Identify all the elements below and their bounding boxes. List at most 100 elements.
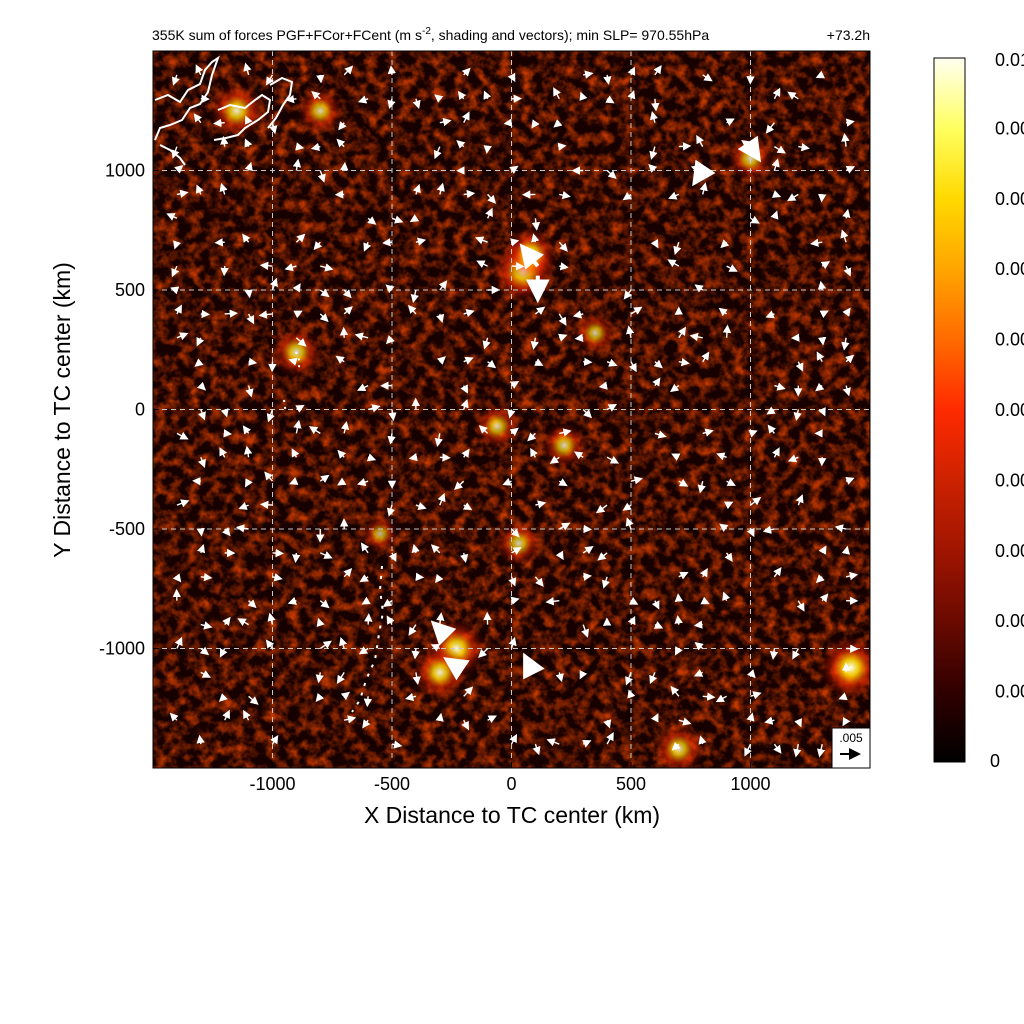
force-vector	[582, 546, 594, 555]
force-vector	[630, 306, 643, 315]
force-vector	[388, 409, 397, 422]
force-vector	[478, 648, 489, 658]
force-vector	[771, 190, 782, 198]
force-vector	[606, 169, 617, 179]
force-vector	[319, 288, 330, 298]
force-vector	[292, 283, 301, 293]
force-vector	[667, 259, 680, 268]
colorbar-tick-label: 0.002	[995, 611, 1024, 631]
force-vector	[311, 90, 321, 100]
force-vector	[694, 642, 704, 651]
force-vector	[411, 648, 420, 660]
force-vector	[843, 265, 852, 277]
force-vector	[461, 448, 470, 458]
force-vector	[219, 648, 228, 658]
force-vector	[693, 669, 704, 677]
force-vector	[198, 457, 206, 469]
force-vector	[842, 716, 851, 727]
force-vector	[510, 596, 520, 605]
force-vector	[503, 118, 513, 127]
force-vector	[335, 355, 345, 364]
force-vector	[817, 280, 827, 291]
force-vector	[461, 67, 471, 77]
force-vector	[356, 383, 369, 392]
force-vector	[486, 359, 497, 369]
force-vector	[697, 481, 706, 494]
force-vector	[269, 122, 278, 135]
force-vector	[677, 326, 686, 339]
force-vector	[196, 734, 205, 745]
force-vector	[507, 72, 516, 83]
force-vector	[509, 380, 520, 389]
colorbar-tick-label: 0.003	[995, 541, 1024, 561]
force-vector	[388, 552, 397, 562]
force-vector	[546, 738, 560, 747]
force-vector	[531, 119, 540, 129]
force-vector	[337, 449, 347, 459]
force-vector	[765, 310, 775, 319]
force-vector	[817, 336, 827, 346]
force-vector	[583, 357, 593, 366]
force-vector	[583, 70, 594, 79]
force-vector	[772, 87, 781, 100]
force-vector	[415, 502, 427, 510]
hotspot-mark	[574, 312, 617, 355]
force-vector	[361, 596, 371, 605]
force-vector	[197, 381, 207, 391]
force-vector	[367, 216, 377, 225]
force-vector	[359, 574, 369, 583]
force-vector	[245, 385, 254, 398]
force-vector	[773, 566, 782, 578]
force-vector	[559, 190, 571, 200]
force-vector	[787, 454, 799, 463]
force-vector	[366, 453, 377, 462]
force-vector	[810, 238, 823, 247]
forecast-time-label: +73.2h	[827, 27, 870, 43]
force-vector	[460, 384, 469, 394]
force-vector	[796, 600, 805, 612]
force-vector	[750, 691, 762, 700]
force-vector	[357, 95, 369, 104]
force-vector	[200, 670, 211, 678]
force-vector	[436, 356, 446, 365]
force-vector	[764, 716, 775, 725]
force-vector	[174, 164, 184, 174]
force-vector	[170, 286, 180, 295]
force-vector	[195, 64, 204, 76]
force-vector	[219, 447, 228, 458]
force-vector	[295, 337, 307, 347]
force-vector	[248, 357, 258, 366]
force-vector	[487, 715, 497, 724]
force-vector	[545, 597, 560, 606]
force-vector	[649, 111, 659, 123]
force-vector	[553, 87, 561, 100]
force-vector	[238, 502, 249, 510]
force-vector	[702, 692, 716, 701]
force-vector	[315, 672, 324, 684]
force-vector	[200, 572, 213, 582]
force-vector	[339, 636, 348, 649]
force-vector	[340, 161, 349, 171]
force-vector	[243, 709, 251, 721]
force-vector	[581, 624, 590, 638]
force-vector	[818, 545, 827, 555]
force-vector	[219, 182, 228, 195]
force-vector	[530, 337, 539, 350]
force-vector	[700, 596, 710, 605]
force-vector	[243, 62, 252, 76]
force-vector	[834, 524, 847, 533]
force-vector	[438, 280, 448, 291]
coastline	[154, 55, 385, 713]
force-vector	[320, 551, 333, 559]
force-vector	[310, 142, 321, 151]
force-vector	[387, 65, 397, 75]
force-vector	[412, 183, 421, 195]
force-vector	[670, 685, 680, 697]
x-tick-label: -1000	[249, 774, 295, 794]
force-vector	[819, 310, 829, 319]
force-vector-large	[443, 657, 470, 681]
force-vector	[363, 696, 373, 708]
plot-area	[153, 51, 870, 768]
force-vector	[198, 409, 206, 421]
force-vector	[651, 98, 660, 112]
